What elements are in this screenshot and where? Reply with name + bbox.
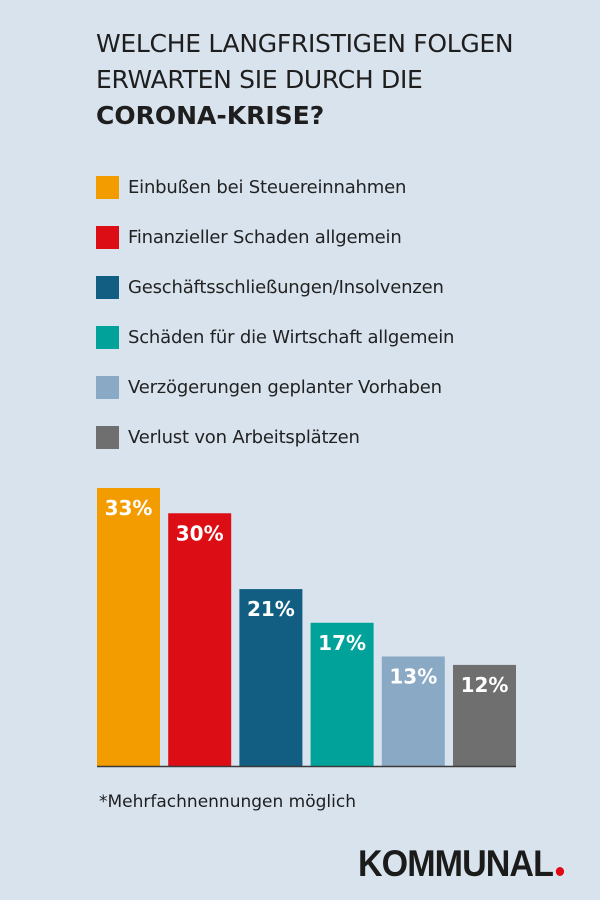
legend-label: Geschäftsschließungen/Insolvenzen xyxy=(128,276,444,298)
bar-value-label: 17% xyxy=(318,631,366,655)
bar xyxy=(453,664,516,766)
title-line-1: WELCHE LANGFRISTIGEN FOLGEN xyxy=(96,29,514,58)
legend-label: Verzögerungen geplanter Vorhaben xyxy=(128,376,442,398)
legend-label: Verlust von Arbeitsplätzen xyxy=(128,426,360,448)
bar xyxy=(239,589,303,766)
bar xyxy=(168,513,232,766)
bar xyxy=(97,488,160,766)
legend-item: Geschäftsschließungen/Insolvenzen xyxy=(96,275,444,299)
legend-swatch xyxy=(96,225,119,249)
legend-label: Einbußen bei Steuereinnahmen xyxy=(128,176,407,198)
bar xyxy=(310,622,374,766)
bar-value-label: 13% xyxy=(389,664,437,688)
legend-item: Finanzieller Schaden allgemein xyxy=(96,225,402,249)
legend-swatch xyxy=(96,325,119,349)
footnote: *Mehrfachnennungen möglich xyxy=(99,792,356,812)
legend-item: Einbußen bei Steuereinnahmen xyxy=(96,175,406,199)
legend-swatch xyxy=(96,425,119,449)
bar xyxy=(381,656,445,766)
legend-item: Verzögerungen geplanter Vorhaben xyxy=(96,375,442,399)
bar-value-label: 21% xyxy=(247,597,295,621)
brand-dot-icon xyxy=(555,867,564,876)
legend-label: Schäden für die Wirtschaft allgemein xyxy=(128,326,455,348)
brand-name: KOMMUNAL xyxy=(358,843,554,884)
legend-swatch xyxy=(96,275,119,299)
bar-value-label: 12% xyxy=(461,673,509,697)
bar-value-label: 30% xyxy=(176,521,224,545)
title-line-2: ERWARTEN SIE DURCH DIE xyxy=(96,65,423,94)
legend-swatch xyxy=(96,175,119,199)
bar-value-label: 33% xyxy=(105,496,153,520)
title-line-3: CORONA-KRISE? xyxy=(96,101,325,130)
chart-title: WELCHE LANGFRISTIGEN FOLGEN ERWARTEN SIE… xyxy=(96,26,576,134)
legend-item: Schäden für die Wirtschaft allgemein xyxy=(96,325,454,349)
legend-label: Finanzieller Schaden allgemein xyxy=(128,226,402,248)
legend-swatch xyxy=(96,375,119,399)
brand-logo: KOMMUNAL xyxy=(358,843,564,885)
legend-item: Verlust von Arbeitsplätzen xyxy=(96,425,360,449)
